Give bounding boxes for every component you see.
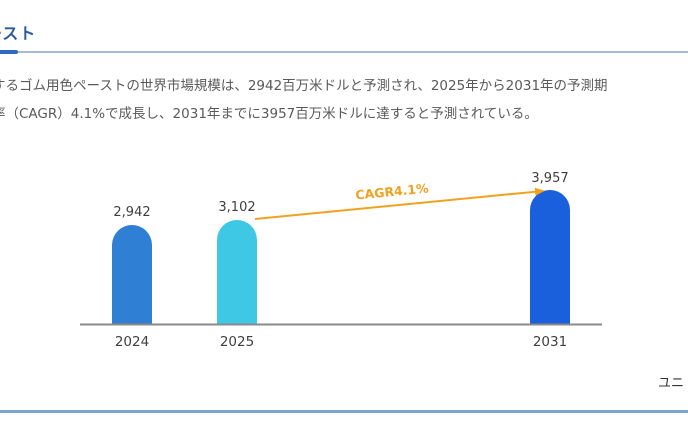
bar-2024 [112, 225, 152, 324]
cagr-arrow [254, 187, 545, 220]
category-label-2025: 2025 [220, 334, 254, 350]
cagr-label: CAGR4.1% [355, 180, 430, 202]
tab-divider [0, 51, 688, 53]
value-label-2024: 2,942 [113, 205, 150, 220]
active-tab-indicator [0, 50, 18, 54]
unit-label: ユニ [658, 376, 685, 391]
description-line-2: 率（CAGR）4.1%で成長し、2031年までに3957百万米ドルに達すると予測… [0, 106, 538, 122]
value-label-2025: 3,102 [218, 200, 255, 215]
category-label-2024: 2024 [115, 334, 149, 350]
bar-2025 [217, 220, 257, 324]
section-bottom-border [0, 410, 688, 413]
value-label-2031: 3,957 [531, 171, 568, 186]
description-line-1: するゴム用色ペーストの世界市場規模は、2942百万米ドルと予測され、2025年か… [0, 78, 608, 94]
tab-title[interactable]: ースト [0, 24, 37, 43]
bar-2031 [530, 190, 570, 324]
market-description: するゴム用色ペーストの世界市場規模は、2942百万米ドルと予測され、2025年か… [0, 72, 688, 128]
category-label-2031: 2031 [533, 334, 567, 350]
